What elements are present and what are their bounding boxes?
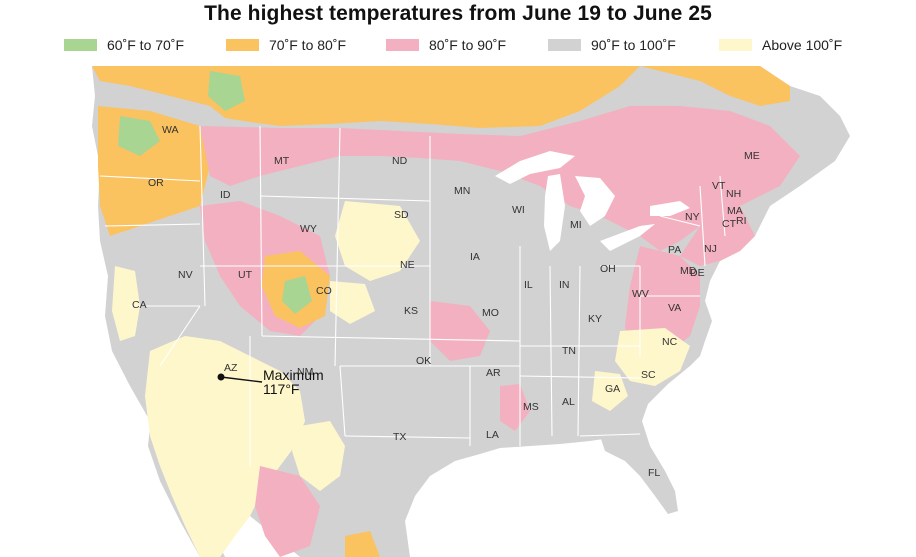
state-label-ne: NE	[400, 259, 415, 271]
legend-swatch	[226, 39, 259, 51]
state-label-mi: MI	[570, 219, 582, 231]
zone-above-100-plains	[335, 201, 420, 281]
state-label-md: MD	[680, 265, 697, 277]
state-label-ri: RI	[736, 215, 747, 227]
state-label-or: OR	[148, 177, 164, 189]
state-label-fl: FL	[648, 467, 660, 479]
zone-80-90-gulf	[500, 384, 530, 431]
legend-label: 80˚F to 90˚F	[429, 37, 507, 53]
state-label-tx: TX	[393, 431, 406, 443]
zone-above-100-southwest	[145, 336, 305, 557]
legend-label: Above 100˚F	[762, 37, 843, 53]
lake-ontario	[650, 201, 690, 216]
zone-80-90-ne	[680, 206, 755, 266]
legend-label: 90˚F to 100˚F	[591, 37, 676, 53]
map-title: The highest temperatures from June 19 to…	[204, 2, 712, 25]
state-label-il: IL	[524, 279, 533, 291]
state-label-nv: NV	[178, 269, 193, 281]
legend-label: 70˚F to 80˚F	[269, 37, 347, 53]
state-label-ks: KS	[404, 305, 418, 317]
zone-70-80-mexico	[345, 531, 380, 557]
state-label-nm: NM	[297, 366, 313, 378]
state-label-ct: CT	[722, 218, 737, 230]
state-label-ky: KY	[588, 313, 602, 325]
state-label-mo: MO	[482, 307, 499, 319]
state-label-id: ID	[220, 189, 231, 201]
callout-value: 117°F	[263, 381, 299, 397]
callout-label: Maximum	[263, 367, 324, 383]
state-label-me: ME	[744, 150, 760, 162]
state-label-ok: OK	[416, 355, 431, 367]
zone-above-100-georgia	[592, 371, 628, 411]
lake-michigan	[544, 174, 565, 251]
lake-superior	[495, 151, 575, 184]
state-label-in: IN	[559, 279, 570, 291]
max-temp-callout: Maximum 117°F	[217, 367, 324, 397]
state-label-ca: CA	[132, 299, 147, 311]
zone-above-100-texas	[292, 421, 345, 491]
state-label-nh: NH	[726, 188, 741, 200]
map-svg: WA OR ID MT ND MN WI MI ME VT NH MA NY C…	[0, 66, 916, 557]
zone-80-90-missouri	[430, 301, 490, 361]
state-label-mn: MN	[454, 185, 470, 197]
state-label-ar: AR	[486, 367, 501, 379]
state-label-vt: VT	[712, 180, 726, 192]
state-label-nd: ND	[392, 155, 408, 167]
state-label-al: AL	[562, 396, 575, 408]
lake-erie	[600, 224, 655, 251]
state-label-mt: MT	[274, 155, 290, 167]
legend-swatch	[719, 39, 752, 51]
zone-60-70-bc	[208, 71, 245, 111]
state-label-sc: SC	[641, 369, 656, 381]
state-borders	[99, 125, 726, 466]
state-label-wa: WA	[162, 124, 179, 136]
florida	[600, 434, 678, 514]
state-label-ut: UT	[238, 269, 253, 281]
state-label-de: DE	[690, 267, 705, 279]
state-label-tn: TN	[562, 345, 576, 357]
legend-swatch	[548, 39, 581, 51]
zone-above-100-kansas	[330, 281, 375, 324]
legend-swatch	[64, 39, 97, 51]
state-labels: WA OR ID MT ND MN WI MI ME VT NH MA NY C…	[132, 124, 760, 479]
legend-label: 60˚F to 70˚F	[107, 37, 185, 53]
state-label-ga: GA	[605, 383, 620, 395]
state-label-ma: MA	[727, 205, 743, 217]
zone-80-90-mexico	[255, 466, 320, 557]
state-label-nj: NJ	[704, 243, 717, 255]
state-label-wv: WV	[632, 288, 649, 300]
zone-above-100-california	[112, 266, 140, 341]
state-label-oh: OH	[600, 263, 616, 275]
zone-60-70-wa	[118, 116, 160, 156]
state-label-wi: WI	[512, 204, 525, 216]
state-label-co: CO	[316, 285, 332, 297]
state-label-nc: NC	[662, 336, 678, 348]
state-label-sd: SD	[394, 209, 409, 221]
legend-swatch	[386, 39, 419, 51]
callout-leader-line	[220, 376, 263, 383]
state-label-pa: PA	[668, 244, 681, 256]
state-label-ny: NY	[685, 211, 700, 223]
state-label-ms: MS	[523, 401, 539, 413]
map: WA OR ID MT ND MN WI MI ME VT NH MA NY C…	[0, 66, 916, 557]
state-label-la: LA	[486, 429, 499, 441]
zone-70-80-northeast	[640, 66, 790, 106]
zone-60-70-colorado	[282, 276, 312, 314]
state-label-wy: WY	[300, 223, 317, 235]
state-label-ia: IA	[470, 251, 480, 263]
state-label-az: AZ	[224, 362, 238, 374]
lake-huron	[575, 176, 615, 226]
zone-above-100-carolinas	[615, 328, 690, 386]
state-label-va: VA	[668, 302, 681, 314]
